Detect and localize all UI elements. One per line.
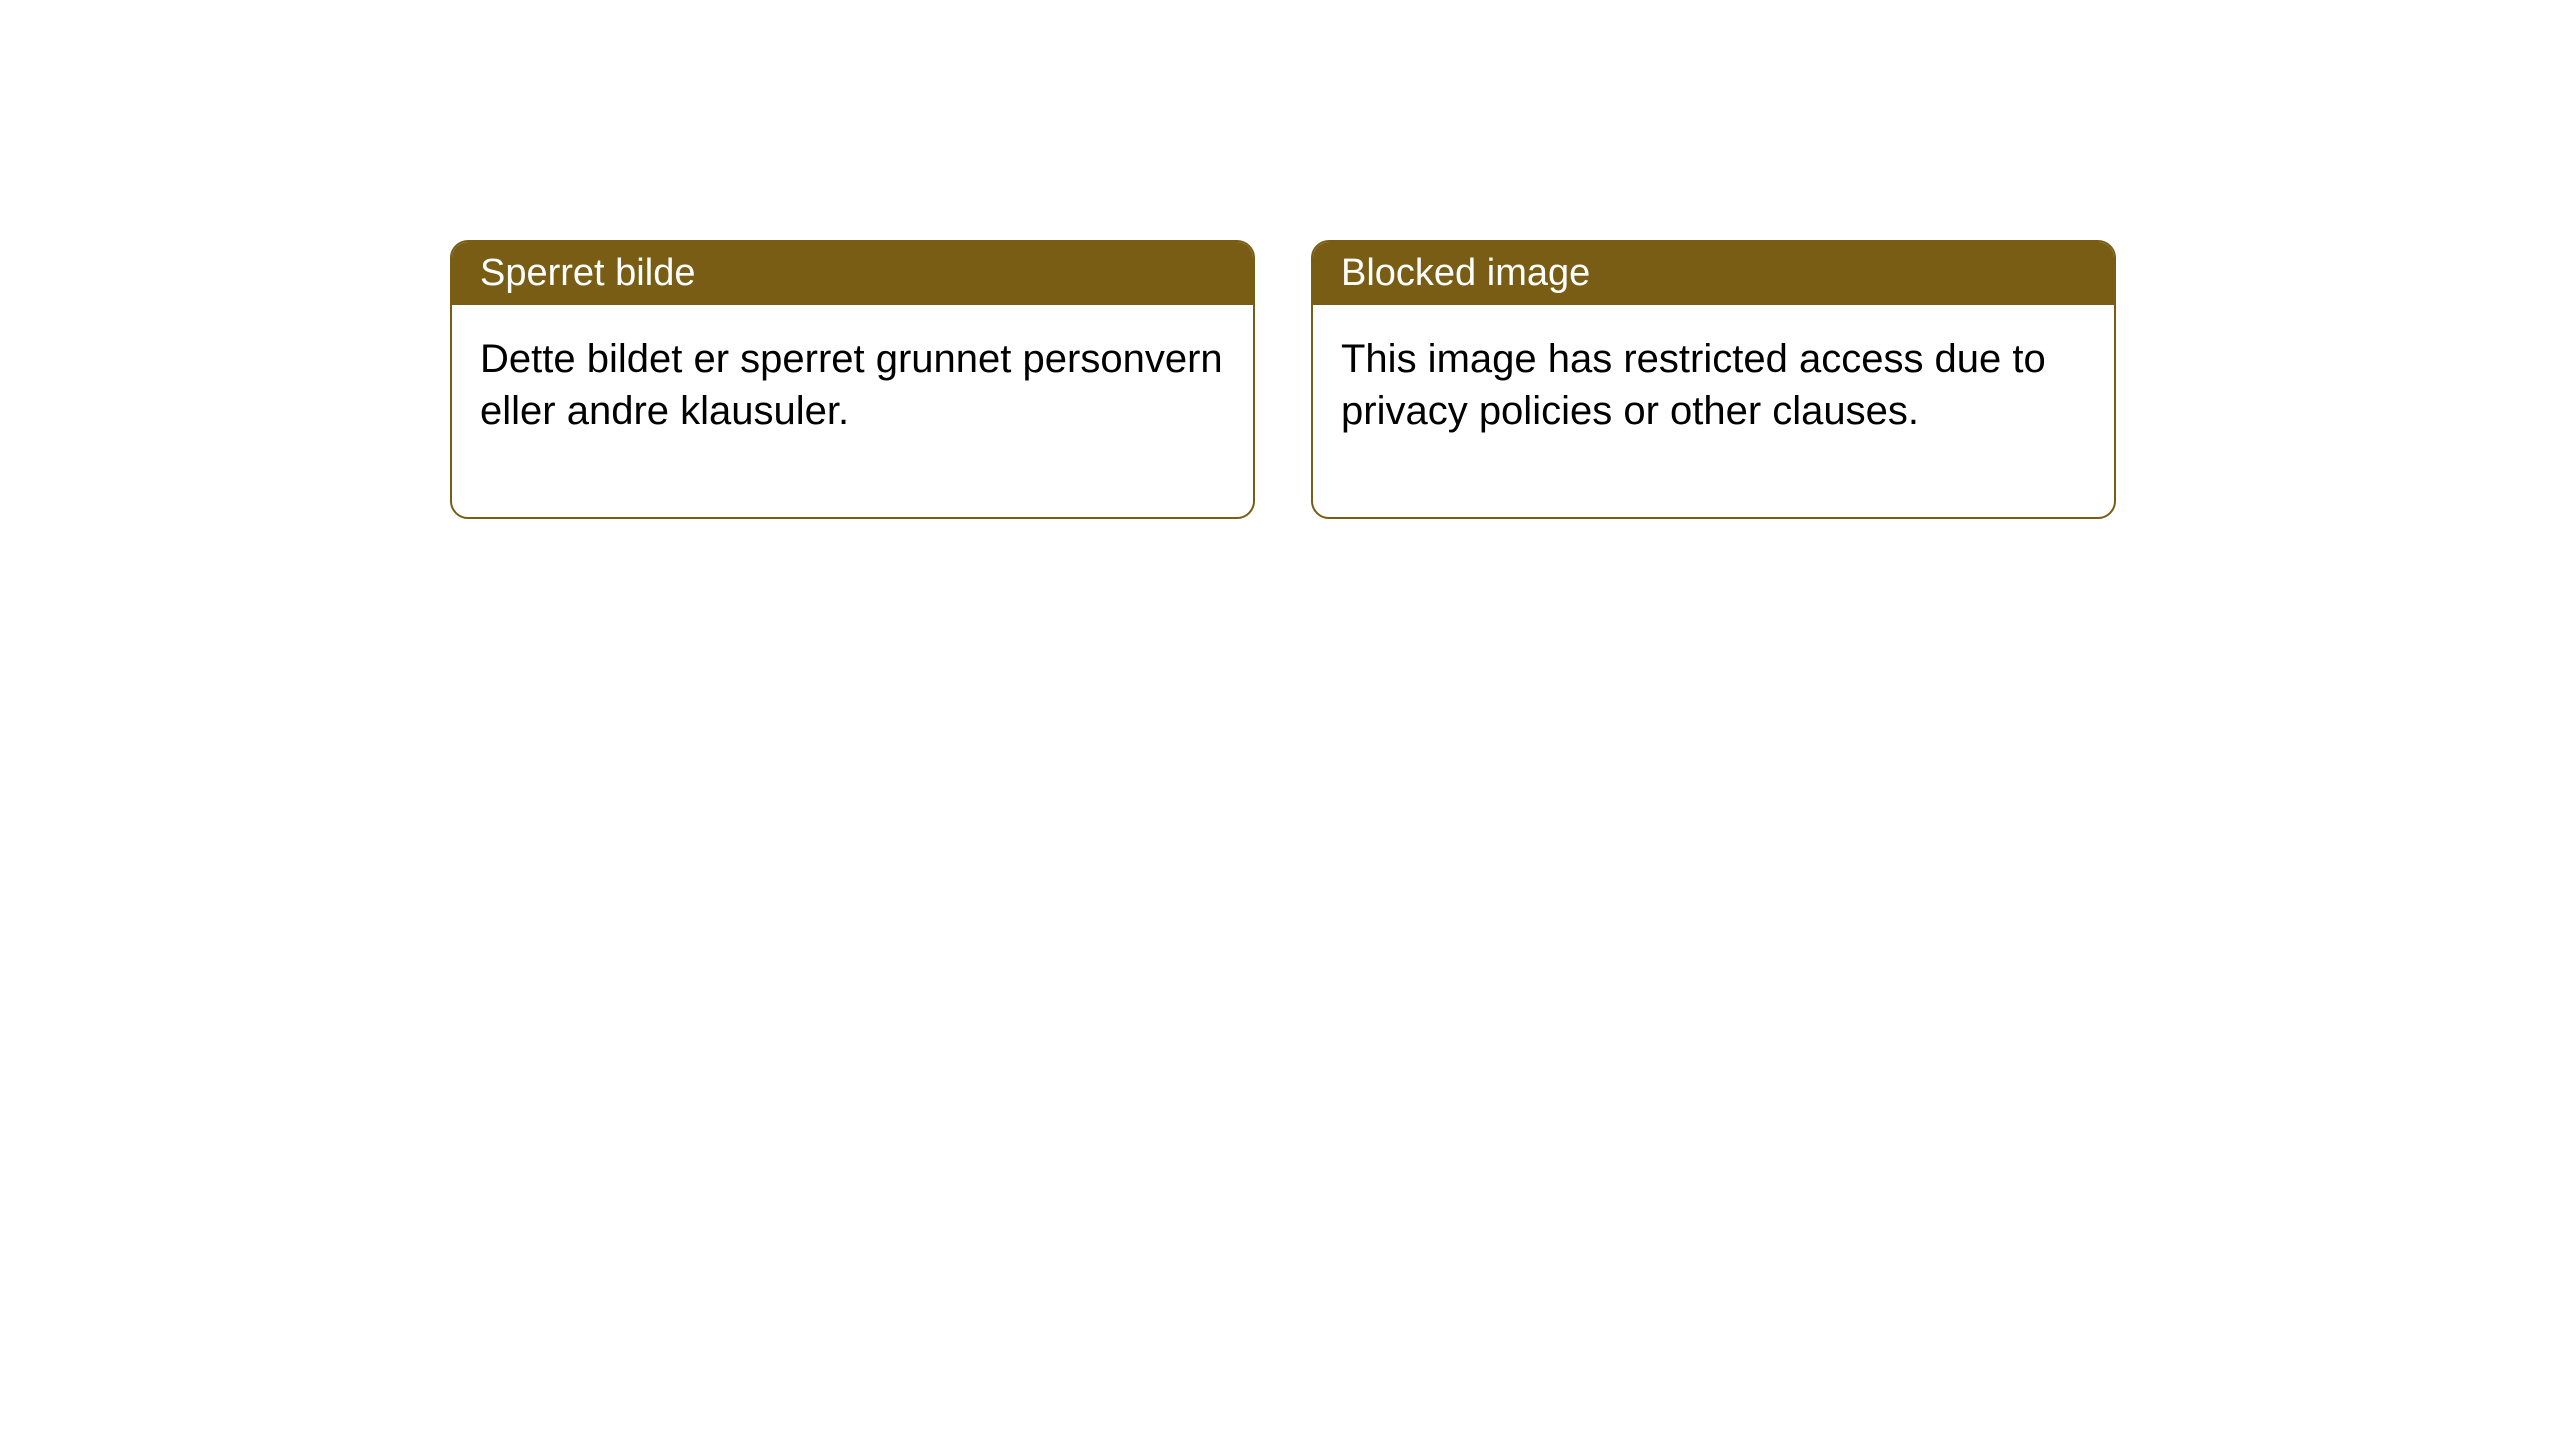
notice-box-english: Blocked image This image has restricted … xyxy=(1311,240,2116,519)
notice-body-english: This image has restricted access due to … xyxy=(1313,305,2114,517)
notice-title: Sperret bilde xyxy=(480,252,695,294)
notice-container: Sperret bilde Dette bildet er sperret gr… xyxy=(0,0,2560,519)
notice-body-norwegian: Dette bildet er sperret grunnet personve… xyxy=(452,305,1253,517)
notice-title: Blocked image xyxy=(1341,252,1590,294)
notice-header-english: Blocked image xyxy=(1313,242,2114,305)
notice-text: Dette bildet er sperret grunnet personve… xyxy=(480,337,1223,433)
notice-box-norwegian: Sperret bilde Dette bildet er sperret gr… xyxy=(450,240,1255,519)
notice-text: This image has restricted access due to … xyxy=(1341,337,2046,433)
notice-header-norwegian: Sperret bilde xyxy=(452,242,1253,305)
